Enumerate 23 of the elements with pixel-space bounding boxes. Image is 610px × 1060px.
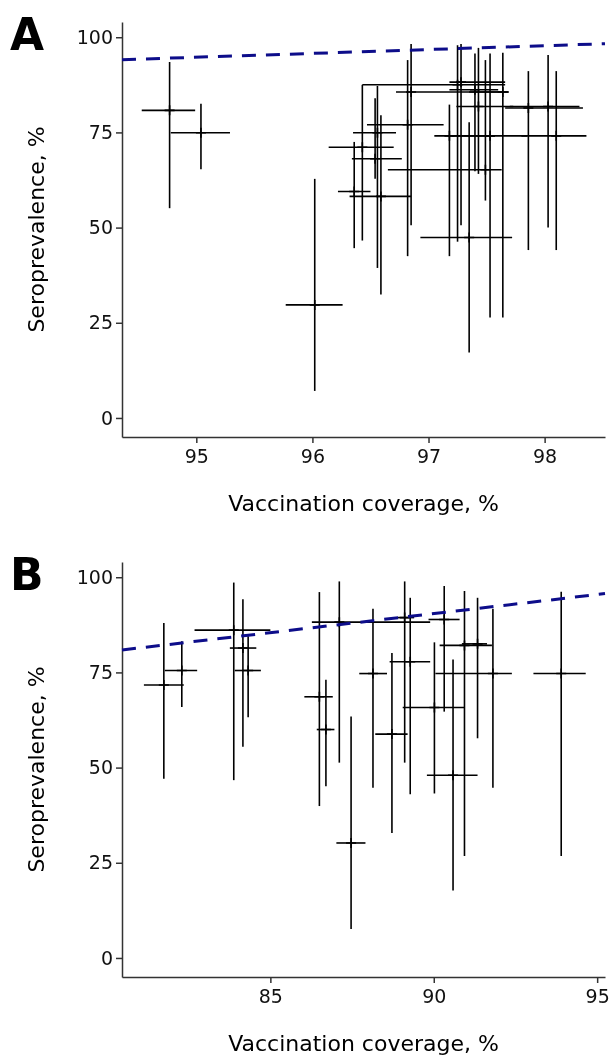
y-tick-label: 25 <box>88 311 113 334</box>
chart-title: B <box>10 549 44 600</box>
x-tick-label: 95 <box>184 445 209 468</box>
y-tick-label: 50 <box>88 756 113 779</box>
x-tick-label: 96 <box>300 445 326 468</box>
x-tick-label: 90 <box>422 985 447 1008</box>
y-tick-label: 100 <box>76 25 113 48</box>
y-tick-label: 0 <box>100 946 113 969</box>
y-tick-label: 50 <box>88 216 113 239</box>
y-axis-title: Seroprevalence, % <box>24 666 49 873</box>
x-tick-label: 85 <box>258 985 283 1008</box>
x-tick-label: 97 <box>416 445 442 468</box>
y-tick-label: 75 <box>88 660 113 683</box>
x-tick-label: 98 <box>533 445 558 468</box>
y-tick-label: 100 <box>76 565 113 588</box>
x-tick-label: 95 <box>585 985 610 1008</box>
chart-title: A <box>10 9 45 60</box>
y-tick-label: 0 <box>100 406 113 429</box>
y-tick-label: 75 <box>88 120 113 143</box>
x-axis-title: Vaccination coverage, % <box>228 1031 499 1056</box>
x-axis-title: Vaccination coverage, % <box>228 491 499 516</box>
y-axis-title: Seroprevalence, % <box>24 126 49 333</box>
y-tick-label: 25 <box>88 851 113 874</box>
